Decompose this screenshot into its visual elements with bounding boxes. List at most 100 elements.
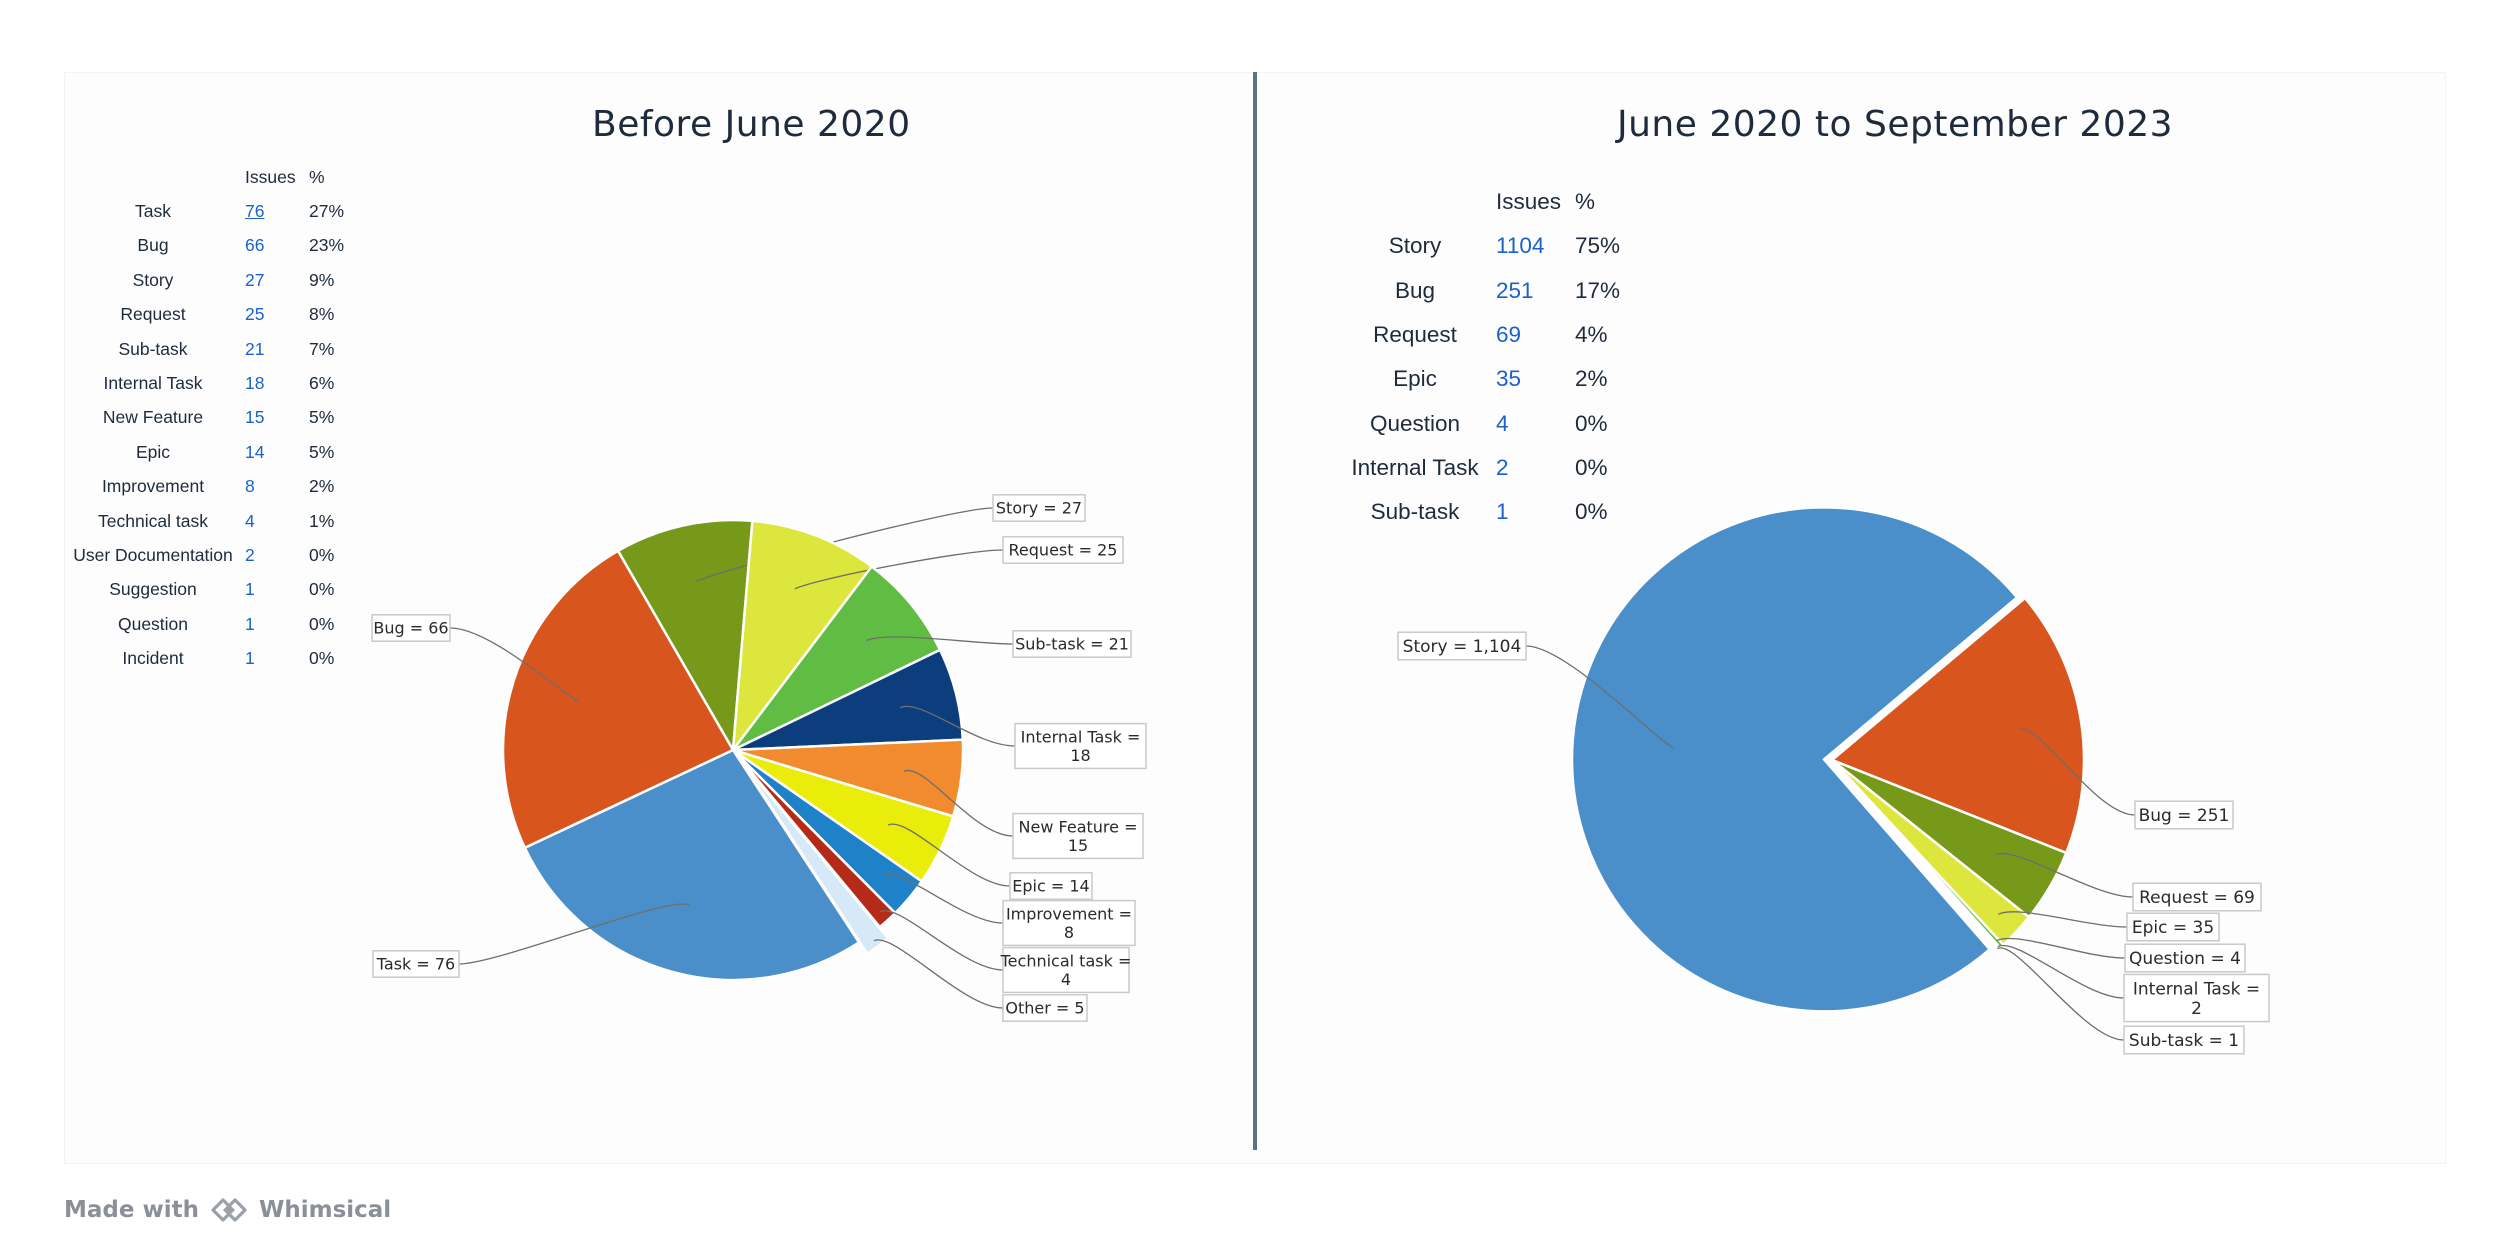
label-leader-line [449, 627, 580, 703]
slice-label-box [2126, 912, 2220, 942]
issue-percent: 8% [309, 304, 335, 325]
table-row: Question 1 0% [64, 607, 369, 641]
issue-type: Request [120, 304, 186, 325]
table-row: Suggestion 1 0% [64, 573, 369, 607]
slice-label-sub-task: Sub-task = 1 [2129, 1031, 2239, 1051]
issue-type: Improvement [101, 476, 205, 497]
pie-slice-story[interactable] [1570, 506, 2019, 1013]
issue-count-link[interactable]: 2 [1496, 454, 1509, 480]
issue-count-link[interactable]: 1104 [1496, 233, 1545, 259]
table-row: Internal Task 18 6% [64, 366, 369, 400]
slice-label-box [1397, 631, 1527, 661]
issue-count-link[interactable]: 15 [245, 407, 265, 428]
issue-count-link[interactable]: 18 [245, 373, 265, 394]
slice-label-bug: Bug = 66 [373, 619, 448, 638]
slice-label-story: Story = 27 [996, 499, 1082, 518]
issue-count-link[interactable]: 4 [1496, 410, 1509, 436]
issue-count-link[interactable]: 14 [245, 441, 265, 462]
table-row: Incident 1 0% [64, 641, 369, 675]
label-leader-line [1995, 852, 2134, 898]
issue-type: Internal Task [103, 373, 203, 394]
label-leader-line [1996, 937, 2126, 959]
label-leader-line [1997, 944, 2125, 999]
slice-label-new-feature: New Feature = [1019, 817, 1138, 836]
pie-slice-bug[interactable] [501, 549, 735, 850]
panel-divider [1253, 72, 1257, 1150]
label-leader-line [873, 939, 1004, 1009]
whimsical-brand: Whimsical [258, 1197, 392, 1223]
issue-percent: 0% [1575, 454, 1608, 480]
issue-type: Question [1369, 410, 1461, 436]
table-row: Story 27 9% [64, 263, 369, 297]
issue-type: User Documentation [73, 544, 233, 565]
issue-percent: 6% [309, 373, 335, 394]
header-percent: % [309, 166, 325, 187]
issue-count-link[interactable]: 2 [245, 544, 255, 565]
pie-slice-bug[interactable] [1829, 596, 2086, 855]
issue-count-link[interactable]: 4 [245, 510, 255, 531]
table-row: Bug 251 17% [1340, 269, 1645, 313]
right-chart-title: June 2020 to September 2023 [1617, 104, 2174, 145]
slice-label-box [2134, 800, 2234, 830]
slice-label-box [372, 950, 460, 978]
issue-count-link[interactable]: 35 [1496, 366, 1522, 392]
made-with-label: Made with [64, 1197, 199, 1223]
slice-label-task: Task = 76 [376, 955, 455, 974]
slice-label-box [1014, 722, 1147, 770]
table-row: Bug 66 23% [64, 229, 369, 263]
label-leader-line [888, 823, 1011, 887]
issue-type: Internal Task [1351, 454, 1479, 480]
slice-label-box [1002, 899, 1136, 947]
issue-percent: 75% [1575, 233, 1621, 259]
issue-percent: 0% [1575, 410, 1608, 436]
issue-percent: 0% [309, 579, 335, 600]
issue-type: Request [1373, 322, 1457, 348]
issue-count-link[interactable]: 76 [245, 201, 265, 222]
slice-label-other: Other = 5 [1005, 999, 1084, 1018]
issue-count-link[interactable]: 251 [1496, 277, 1534, 303]
issue-type: New Feature [102, 407, 204, 428]
pie-slice-story[interactable] [616, 518, 754, 755]
issue-percent: 0% [309, 613, 335, 634]
slice-label-improvement: 8 [1064, 923, 1074, 942]
slice-label-box [1002, 946, 1130, 994]
issue-percent: 1% [309, 510, 335, 531]
issue-count-link[interactable]: 8 [245, 476, 255, 497]
label-leader-line [1996, 947, 2125, 1041]
issue-count-link[interactable]: 21 [245, 338, 265, 359]
table-row: Improvement 8 2% [64, 470, 369, 504]
issue-count-link[interactable]: 27 [245, 269, 265, 290]
pie-slice-request[interactable] [731, 519, 874, 755]
issue-count-link[interactable]: 1 [245, 613, 255, 634]
label-leader-line [882, 873, 1004, 924]
table-row: Epic 14 5% [64, 435, 369, 469]
pie-slice-sub-task[interactable] [1831, 759, 2001, 952]
issue-type: Task [135, 201, 171, 222]
issue-count-link[interactable]: 66 [245, 235, 265, 256]
issue-percent: 4% [1575, 322, 1608, 348]
issue-count-link[interactable]: 25 [245, 304, 265, 325]
issue-count-link[interactable]: 1 [245, 579, 255, 600]
slice-label-box [1009, 872, 1093, 900]
slice-label-box [371, 614, 451, 642]
table-row: Story 1104 75% [1340, 224, 1645, 268]
issue-percent: 23% [309, 235, 345, 256]
issue-type: Story [132, 269, 174, 290]
pie-slice-sub-task[interactable] [732, 564, 942, 752]
table-row: Request 25 8% [64, 298, 369, 332]
issue-percent: 0% [309, 648, 335, 669]
made-with-whimsical-badge[interactable]: Made with Whimsical [64, 1190, 391, 1230]
issue-count-link[interactable]: 1 [1496, 499, 1509, 525]
issue-type: Story [1388, 233, 1442, 259]
table-row: User Documentation 2 0% [64, 538, 369, 572]
pie-slice-other[interactable] [740, 760, 890, 956]
slice-label-new-feature: 15 [1068, 836, 1088, 855]
issue-count-link[interactable]: 1 [245, 648, 255, 669]
label-leader-line [899, 705, 1016, 747]
slice-label-bug: Bug = 251 [2139, 806, 2230, 826]
issue-count-link[interactable]: 69 [1496, 322, 1522, 348]
issue-type: Bug [1394, 277, 1436, 303]
slice-label-box [1012, 630, 1132, 658]
right-issue-table: Issues % Story 1104 75% Bug 251 17% Request 6… [1340, 180, 1645, 534]
